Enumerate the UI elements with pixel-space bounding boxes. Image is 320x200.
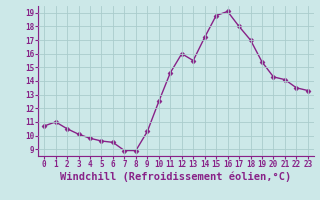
X-axis label: Windchill (Refroidissement éolien,°C): Windchill (Refroidissement éolien,°C) xyxy=(60,172,292,182)
